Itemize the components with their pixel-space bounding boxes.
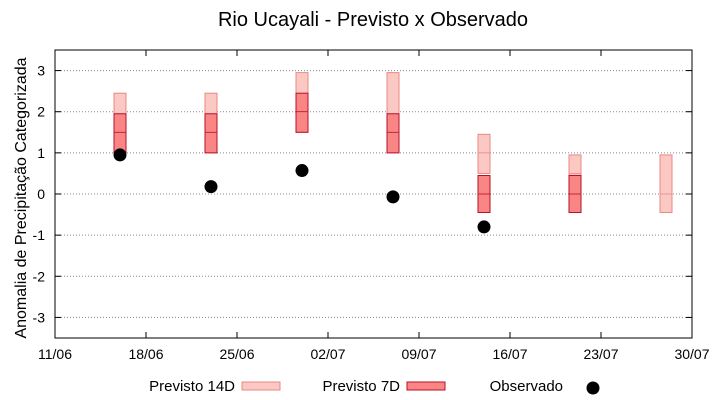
x-tick-label: 25/06 <box>219 346 254 362</box>
previsto-7d-bar <box>204 113 218 154</box>
legend-previsto-14d-swatch <box>241 381 281 391</box>
previsto-7d-bar <box>113 113 127 154</box>
legend-previsto-14d: Previsto 14D <box>149 378 281 395</box>
y-tick-label: 3 <box>37 63 45 79</box>
x-tick-label: 18/06 <box>128 346 163 362</box>
observado-point <box>295 164 309 178</box>
y-tick-label: 1 <box>37 145 45 161</box>
legend-previsto-7d: Previsto 7D <box>322 378 446 395</box>
observado-point <box>477 220 491 234</box>
legend-observado-label: Observado <box>490 378 563 395</box>
previsto-14d-bar <box>659 154 673 214</box>
grid <box>55 70 692 318</box>
previsto-7d-bar <box>386 113 400 154</box>
x-tick-label: 09/07 <box>401 346 436 362</box>
y-axis: -3 -2 -1 0 1 2 3 <box>33 63 692 325</box>
x-tick-label: 30/07 <box>674 346 709 362</box>
y-axis-label: Anomalia de Precipitação Categorizada <box>13 57 30 338</box>
legend-observado-swatch <box>586 381 600 395</box>
legend-previsto-7d-label: Previsto 7D <box>322 378 400 395</box>
x-tick-label: 11/06 <box>38 346 72 362</box>
legend: Previsto 14D Previsto 7D Observado <box>149 378 600 395</box>
observado-point <box>113 148 127 162</box>
observado-point <box>386 190 400 204</box>
previsto-14d-bar <box>477 133 491 174</box>
previsto-7d-bar <box>295 92 309 133</box>
chart-title: Rio Ucayali - Previsto x Observado <box>218 9 528 31</box>
y-tick-label: -3 <box>33 309 46 325</box>
x-axis: 11/06 18/06 25/06 02/07 09/07 16/07 23/07 30/07 <box>38 50 710 362</box>
y-tick-label: -2 <box>33 268 46 284</box>
legend-previsto-14d-label: Previsto 14D <box>149 378 235 395</box>
legend-observado: Observado <box>490 378 600 395</box>
x-tick-label: 23/07 <box>583 346 618 362</box>
x-tick-label: 02/07 <box>310 346 345 362</box>
y-tick-label: 0 <box>37 186 45 202</box>
series-observado <box>113 148 491 234</box>
legend-previsto-7d-swatch <box>406 381 446 391</box>
y-tick-label: -1 <box>33 227 46 243</box>
observado-point <box>204 180 218 194</box>
series-previsto-7d <box>113 92 582 214</box>
x-tick-label: 16/07 <box>492 346 527 362</box>
y-tick-label: 2 <box>37 104 45 120</box>
